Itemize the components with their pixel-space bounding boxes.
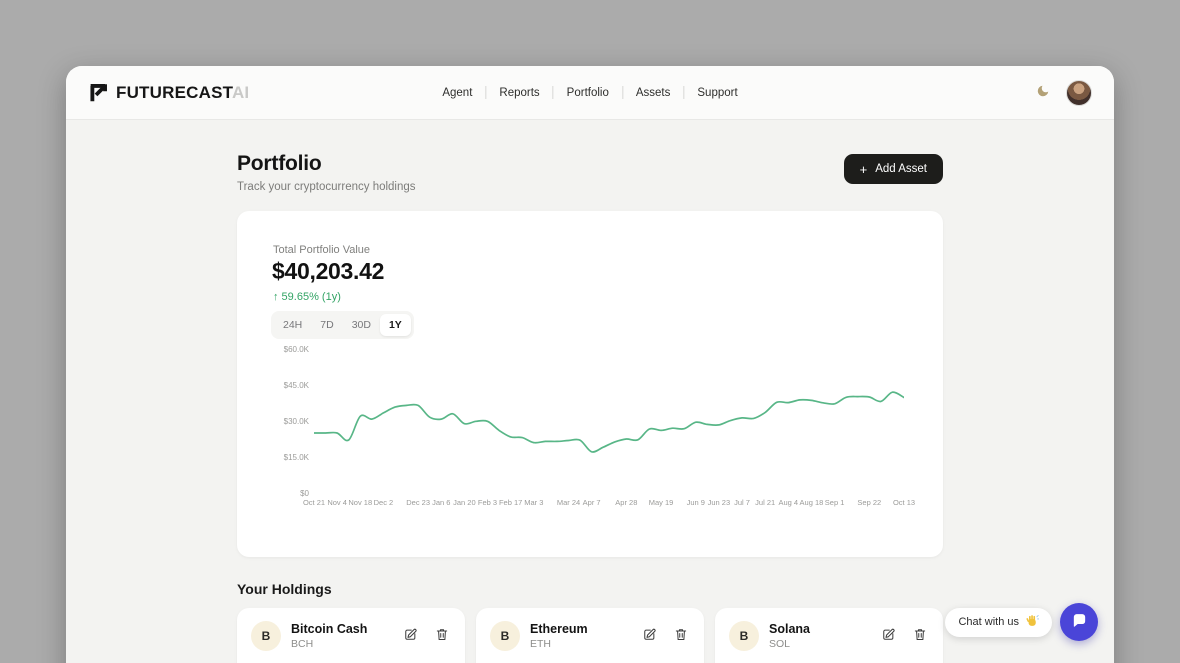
tab-30d[interactable]: 30D [343,314,380,336]
portfolio-change-badge: ↑ 59.65% (1y) [273,291,341,303]
y-axis-tick-label: $0 [300,489,309,498]
x-axis-tick-label: Feb 3 [477,498,498,507]
coin-icon: B [251,621,281,651]
nav-item-reports[interactable]: Reports [499,86,540,99]
time-range-tabs: 24H 7D 30D 1Y [271,311,414,339]
main-nav: Agent Reports Portfolio Assets Support [429,86,750,99]
holdings-heading: Your Holdings [237,581,332,597]
x-axis-tick-label: Aug 18 [799,498,824,507]
brand-arrow-icon [88,82,109,103]
nav-divider [552,86,554,99]
nav-item-assets[interactable]: Assets [635,86,671,99]
brand-name: FUTURECASTAI [116,82,250,102]
x-axis-tick-label: Sep 22 [857,498,882,507]
plus-icon: + [859,161,868,177]
edit-icon [403,627,418,645]
tab-7d[interactable]: 7D [311,314,342,336]
portfolio-value-card: Total Portfolio Value $40,203.42 ↑ 59.65… [237,211,943,557]
x-axis-tick-label: Jan 6 [432,498,451,507]
edit-asset-button[interactable] [401,625,420,647]
x-axis-tick-label: Dec 2 [373,498,394,507]
nav-divider [485,86,487,99]
y-axis-tick-label: $45.0K [283,381,309,390]
coin-name: Solana [769,622,810,636]
coin-icon: B [729,621,759,651]
chat-bubble-icon [1071,612,1088,632]
brand-suffix: AI [231,82,250,102]
chat-with-us-pill[interactable]: Chat with us [945,607,1052,637]
edit-icon [642,627,657,645]
moon-icon [1036,84,1050,101]
x-axis-tick-label: Mar 3 [524,498,544,507]
coin-icon: B [490,621,520,651]
page-title: Portfolio [237,152,322,175]
coin-symbol: BCH [291,638,314,650]
app-header: FUTURECASTAI Agent Reports Portfolio Ass… [66,66,1114,120]
x-axis-tick-label: Oct 21 [302,498,326,507]
holding-card-sol: B Solana SOL [715,608,943,663]
wave-hand-icon [1025,614,1040,631]
nav-item-portfolio[interactable]: Portfolio [566,86,609,99]
x-axis-tick-label: Jan 20 [453,498,476,507]
page-content: Portfolio Track your cryptocurrency hold… [66,120,1114,663]
trash-icon [913,627,927,645]
coin-symbol: ETH [530,638,551,650]
theme-toggle-button[interactable] [1034,82,1052,103]
total-portfolio-value-label: Total Portfolio Value [273,244,371,256]
chat-widget: Chat with us [945,603,1098,641]
x-axis-tick-label: May 19 [648,498,674,507]
trash-icon [435,627,449,645]
tab-24h[interactable]: 24H [274,314,311,336]
x-axis-tick-label: Jun 23 [707,498,731,507]
x-axis-tick-label: Jun 9 [686,498,705,507]
x-axis-tick-label: Oct 13 [892,498,916,507]
nav-item-agent[interactable]: Agent [442,86,473,99]
x-axis-tick-label: Nov 18 [348,498,373,507]
y-axis-tick-label: $30.0K [283,417,309,426]
portfolio-line-chart [314,391,904,453]
x-axis-tick-label: Jul 21 [755,498,776,507]
nav-divider [621,86,623,99]
x-axis-tick-label: Sep 1 [824,498,845,507]
tab-1y[interactable]: 1Y [379,314,411,336]
coin-name: Ethereum [530,622,588,636]
brand-logo[interactable]: FUTURECASTAI [88,82,249,103]
y-axis-tick-label: $15.0K [283,453,309,462]
y-axis-tick-label: $60.0K [283,345,309,354]
add-asset-button[interactable]: + Add Asset [843,154,943,184]
edit-asset-button[interactable] [640,625,659,647]
x-axis-tick-label: Dec 23 [406,498,430,507]
coin-symbol: SOL [769,638,791,650]
delete-asset-button[interactable] [672,625,690,647]
x-axis-tick-label: Mar 24 [556,498,581,507]
nav-divider [683,86,685,99]
holdings-card-list: B Bitcoin Cash BCH [237,608,943,663]
x-axis-tick-label: Aug 4 [778,498,799,507]
edit-icon [881,627,896,645]
x-axis-tick-label: Feb 17 [498,498,523,507]
delete-asset-button[interactable] [433,625,451,647]
delete-asset-button[interactable] [911,625,929,647]
x-axis-tick-label: Apr 28 [615,498,638,507]
x-axis-tick-label: Apr 7 [582,498,601,507]
holding-card-eth: B Ethereum ETH [476,608,704,663]
app-window: FUTURECASTAI Agent Reports Portfolio Ass… [66,66,1114,663]
total-portfolio-value: $40,203.42 [272,258,385,284]
coin-name: Bitcoin Cash [291,622,368,636]
trash-icon [674,627,688,645]
nav-item-support[interactable]: Support [697,86,738,99]
x-axis-tick-label: Nov 4 [327,498,347,507]
user-avatar[interactable] [1066,79,1092,106]
edit-asset-button[interactable] [879,625,898,647]
chat-fab-button[interactable] [1060,603,1098,641]
holding-card-bch: B Bitcoin Cash BCH [237,608,465,663]
page-subtitle: Track your cryptocurrency holdings [237,181,416,193]
x-axis-tick-label: Jul 7 [734,498,750,507]
